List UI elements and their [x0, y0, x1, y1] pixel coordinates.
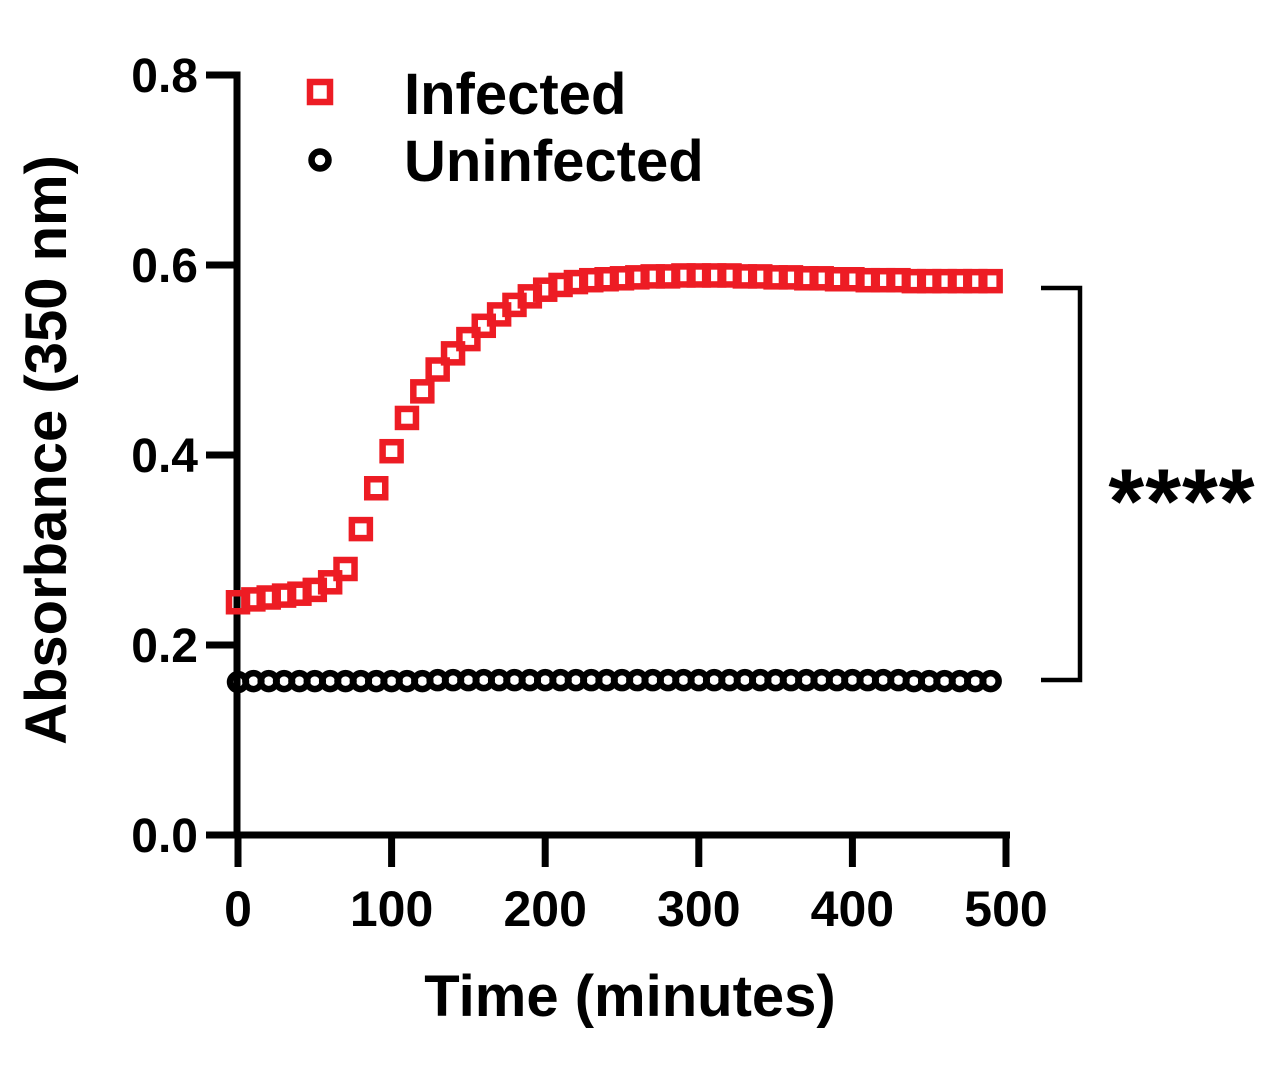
- x-tick-label: 0: [224, 881, 252, 937]
- y-tick-label: 0.0: [131, 810, 198, 863]
- legend: Infected Uninfected: [306, 62, 704, 194]
- y-tick-label: 0.4: [131, 430, 198, 483]
- x-axis-title: Time (minutes): [424, 964, 835, 1029]
- y-tick-label: 0.2: [131, 620, 198, 673]
- y-tick-label: 0.6: [131, 240, 198, 293]
- data-point-infected: [379, 438, 404, 464]
- legend-label-infected: Infected: [404, 62, 626, 127]
- x-tick-label: 300: [657, 881, 740, 937]
- y-axis-title: Absorbance (350 nm): [14, 155, 79, 745]
- x-axis-ticks: 0 100 200 300 400 500: [224, 835, 1048, 937]
- x-tick-label: 200: [503, 881, 586, 937]
- data-point-infected: [425, 357, 450, 382]
- data-point-infected: [348, 516, 374, 542]
- x-tick-label: 400: [811, 881, 894, 937]
- series-infected: [225, 263, 1003, 615]
- legend-uninfected-circle-icon: [308, 148, 332, 172]
- x-tick-label: 100: [350, 881, 433, 937]
- legend-infected-square-icon: [306, 78, 334, 106]
- data-point-infected: [410, 379, 435, 404]
- data-point-infected: [333, 556, 358, 582]
- x-tick-label: 500: [964, 881, 1047, 937]
- y-axis-ticks: 0.0 0.2 0.4 0.6 0.8: [131, 50, 237, 863]
- y-tick-label: 0.8: [131, 50, 198, 103]
- data-point-infected: [456, 326, 481, 352]
- significance-bracket: [1041, 285, 1083, 683]
- data-point-infected: [978, 268, 1003, 294]
- data-point-infected: [440, 341, 466, 366]
- data-point-infected: [363, 476, 389, 501]
- data-point-uninfected: [979, 669, 1002, 693]
- significance-stars: ****: [1108, 451, 1255, 553]
- series-uninfected: [226, 668, 1002, 694]
- data-point-infected: [394, 405, 420, 431]
- data-point-infected: [317, 570, 343, 595]
- legend-label-uninfected: Uninfected: [404, 129, 704, 194]
